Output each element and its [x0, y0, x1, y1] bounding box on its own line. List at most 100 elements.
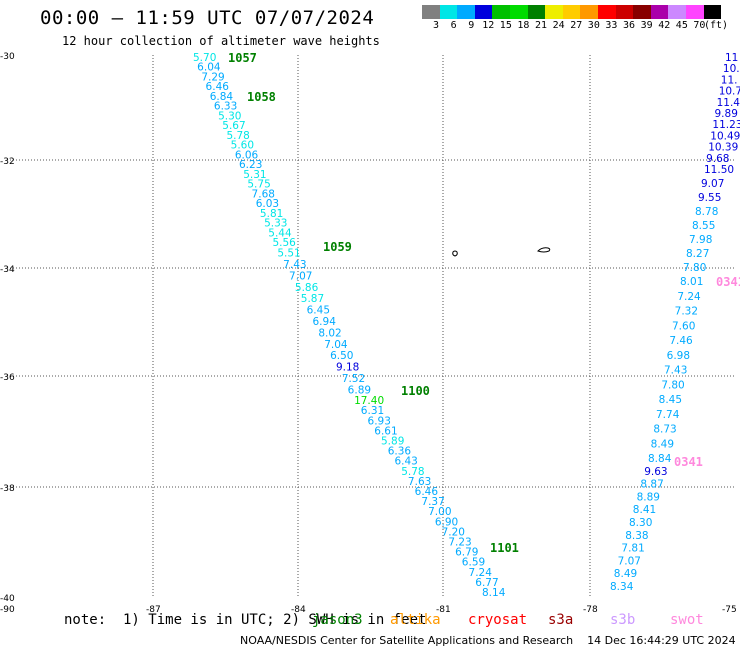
legend-swatch — [686, 5, 704, 19]
swh-value: 17.40 — [354, 395, 384, 407]
swh-value: 7.24 — [677, 291, 701, 303]
swh-value: 8.34 — [610, 581, 634, 593]
swh-value: 7.74 — [656, 409, 680, 421]
pass-time-label: 1101 — [490, 541, 519, 555]
mission-s3a: s3a — [548, 612, 574, 628]
pass-time-label: 1057 — [228, 51, 257, 65]
legend-value: 33 — [605, 20, 618, 31]
mission-swot: swot — [670, 612, 704, 628]
swh-value: 5.51 — [277, 248, 300, 260]
swh-value: 11 — [725, 52, 738, 64]
swh-value: 7.29 — [201, 71, 224, 83]
swh-value: 6.94 — [313, 316, 337, 328]
swh-value: 6.33 — [214, 101, 237, 113]
map-frame — [7, 55, 735, 597]
legend-swatch — [650, 5, 669, 19]
swh-value: 8.02 — [318, 327, 341, 339]
swh-value: 7.43 — [664, 365, 687, 377]
legend-value: 18 — [517, 20, 530, 31]
swh-value: 8.38 — [625, 530, 648, 542]
swh-value: 7.80 — [683, 262, 706, 274]
swh-value: 7.46 — [669, 335, 693, 347]
swh-value: 6.50 — [330, 350, 353, 362]
swh-value: 8.73 — [653, 424, 676, 436]
legend-swatch — [510, 5, 528, 19]
mission-altika: altika — [390, 612, 441, 628]
pass-time-label: 0341 — [716, 275, 740, 289]
mission-s3b: s3b — [610, 612, 636, 628]
footnote: note: 1) Time is in UTC; 2) SWH is in fe… — [64, 612, 427, 628]
swh-value: 6.31 — [361, 405, 384, 417]
lat-tick-label: -38 — [0, 484, 15, 494]
swh-value: 7.60 — [672, 320, 695, 332]
swh-value: 7.98 — [689, 234, 712, 246]
pass-time-label: 0341 — [674, 455, 703, 469]
swh-value: 6.61 — [374, 425, 397, 437]
legend-value: 21 — [535, 20, 548, 31]
swh-value: 6.77 — [475, 577, 498, 589]
swh-value: 6.43 — [394, 456, 417, 468]
map-title: 00:00 – 11:59 UTC 07/07/2024 — [40, 7, 375, 29]
swh-value: 6.45 — [307, 305, 330, 317]
axis-tick-labels: -30 -32 -34 -36 -38 -40-90 -87 -84 -81 -78 -75 — [0, 52, 737, 615]
legend-value: 6 — [450, 20, 457, 31]
swh-value: 6.84 — [210, 91, 234, 103]
legend-swatch — [703, 5, 722, 19]
legend-value: 24 — [552, 20, 565, 31]
swh-value: 5.56 — [272, 237, 296, 249]
legend-swatch — [457, 5, 475, 19]
swh-value: 5.75 — [247, 179, 270, 191]
swh-value: 6.79 — [455, 547, 478, 559]
swh-value: 11.4 — [717, 97, 740, 109]
lon-tick-label: -87 — [146, 605, 161, 615]
swh-value: 8.89 — [637, 491, 660, 503]
swh-value: 10.39 — [708, 142, 738, 154]
swh-value: 11.23 — [712, 119, 740, 131]
swh-value: 7.37 — [421, 496, 444, 508]
swh-value: 8.45 — [659, 394, 682, 406]
swh-value: 8.41 — [633, 504, 656, 516]
legend-swatch — [668, 5, 686, 19]
swh-value: 10.7 — [719, 86, 740, 98]
lon-tick-label: -81 — [436, 605, 451, 615]
swh-value: 7.43 — [283, 259, 306, 271]
legend-swatch — [633, 5, 651, 19]
swh-value: 7.68 — [252, 188, 275, 200]
swh-value: 6.23 — [239, 159, 262, 171]
swh-value: 8.55 — [692, 220, 715, 232]
swh-value: 9.18 — [336, 362, 359, 374]
swh-value: 6.89 — [348, 384, 371, 396]
lon-tick-label: -90 — [0, 605, 15, 615]
swh-value: 5.86 — [295, 282, 319, 294]
swh-value: 7.23 — [448, 537, 471, 549]
legend-swatch — [474, 5, 493, 19]
lat-tick-label: -32 — [0, 157, 15, 167]
swh-value: 5.78 — [226, 130, 249, 142]
swh-value: 6.90 — [435, 516, 458, 528]
mission-jason3: jason3 — [312, 612, 363, 628]
legend-swatch — [545, 5, 563, 19]
altimeter-tracks: 5.706.047.296.466.846.335.305.675.785.60… — [193, 51, 740, 599]
legend-value: 36 — [623, 20, 636, 31]
swh-value: 7.52 — [342, 373, 365, 385]
swh-value: 5.87 — [301, 293, 324, 305]
swh-value: 7.63 — [408, 476, 431, 488]
legend-swatch — [562, 5, 581, 19]
legend-value: 39 — [640, 20, 653, 31]
swh-value: 5.60 — [231, 140, 254, 152]
swh-value: 8.78 — [695, 206, 718, 218]
swh-value: 11. — [721, 74, 738, 86]
swh-value: 10. — [723, 63, 740, 75]
swh-value: 11.50 — [704, 164, 734, 176]
legend-unit: (ft) — [704, 20, 729, 31]
swh-value: 7.80 — [661, 379, 684, 391]
swh-value: 6.98 — [667, 350, 690, 362]
legend-value: 30 — [587, 20, 600, 31]
swh-value: 5.30 — [218, 110, 241, 122]
swh-value: 8.49 — [651, 438, 674, 450]
swh-value: 8.30 — [629, 517, 652, 529]
swh-value: 9.89 — [715, 108, 738, 120]
legend-value: 3 — [433, 20, 440, 31]
lat-tick-label: -34 — [0, 265, 15, 275]
swh-value: 6.36 — [388, 446, 412, 458]
